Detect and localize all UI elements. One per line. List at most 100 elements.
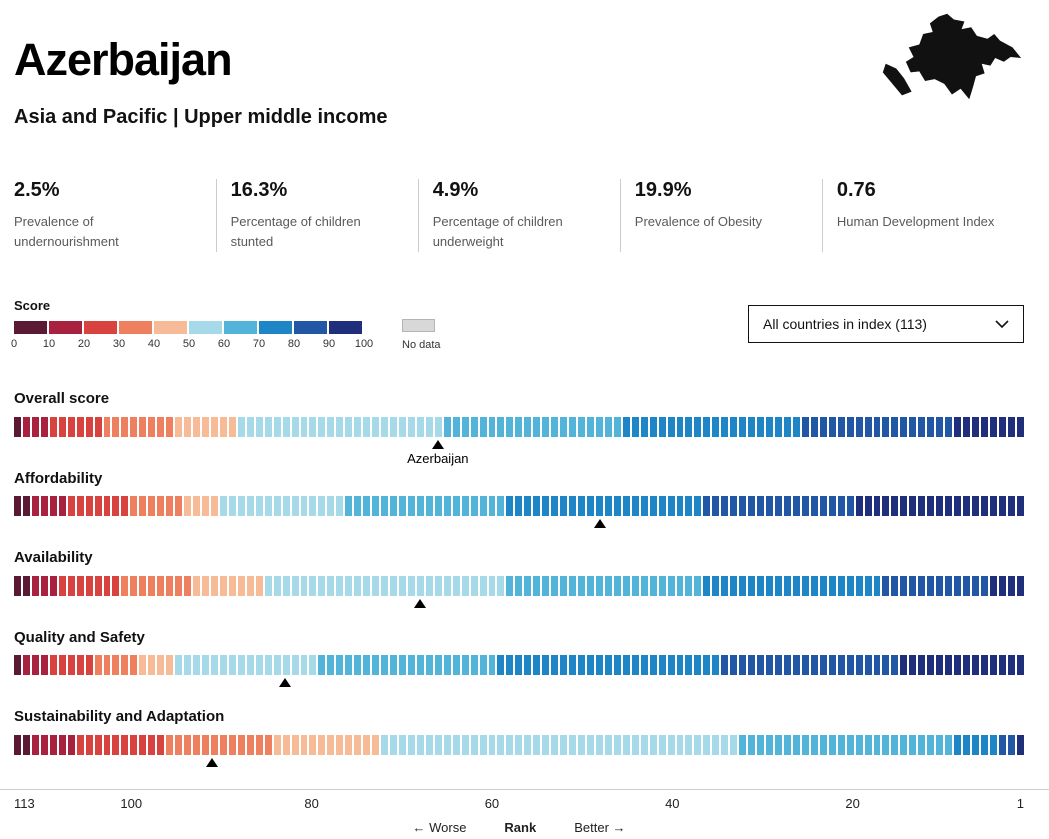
- country-bar[interactable]: [891, 575, 899, 596]
- country-bar[interactable]: [533, 655, 541, 676]
- country-bar[interactable]: [783, 416, 791, 437]
- country-bar[interactable]: [801, 416, 809, 437]
- country-bar[interactable]: [443, 575, 451, 596]
- country-bar[interactable]: [587, 655, 594, 676]
- country-bar[interactable]: [40, 734, 48, 755]
- country-bar[interactable]: [569, 655, 577, 676]
- country-bar[interactable]: [801, 734, 809, 755]
- country-bar[interactable]: [479, 496, 487, 517]
- country-bar[interactable]: [184, 655, 192, 676]
- country-bar[interactable]: [148, 734, 156, 755]
- country-bar[interactable]: [416, 496, 424, 517]
- country-bar[interactable]: [622, 496, 630, 517]
- country-bar[interactable]: [157, 575, 165, 596]
- country-bar[interactable]: [121, 496, 129, 517]
- country-bar[interactable]: [963, 416, 970, 437]
- country-bar[interactable]: [649, 655, 657, 676]
- country-bar[interactable]: [139, 496, 147, 517]
- country-bar[interactable]: [757, 734, 765, 755]
- country-bar[interactable]: [891, 416, 899, 437]
- country-bar[interactable]: [533, 416, 541, 437]
- country-bar[interactable]: [497, 496, 505, 517]
- country-bar[interactable]: [542, 734, 550, 755]
- country-bar[interactable]: [22, 655, 30, 676]
- country-bar[interactable]: [837, 655, 845, 676]
- country-bar[interactable]: [1016, 496, 1024, 517]
- country-bar[interactable]: [980, 575, 988, 596]
- country-bar[interactable]: [721, 496, 729, 517]
- country-bar[interactable]: [434, 416, 442, 437]
- country-bar[interactable]: [595, 496, 603, 517]
- country-bar[interactable]: [936, 496, 944, 517]
- country-bar[interactable]: [121, 655, 129, 676]
- country-bar[interactable]: [184, 496, 192, 517]
- country-bar[interactable]: [783, 655, 791, 676]
- country-bar[interactable]: [685, 496, 693, 517]
- country-bar[interactable]: [766, 734, 774, 755]
- country-bar[interactable]: [40, 575, 48, 596]
- country-bar[interactable]: [58, 734, 66, 755]
- country-bar[interactable]: [766, 416, 774, 437]
- country-bar[interactable]: [237, 734, 245, 755]
- country-bar[interactable]: [560, 655, 568, 676]
- country-bar[interactable]: [94, 496, 102, 517]
- country-bar[interactable]: [703, 655, 711, 676]
- country-bar[interactable]: [775, 496, 782, 517]
- country-bar[interactable]: [730, 496, 738, 517]
- country-bar[interactable]: [14, 416, 21, 437]
- country-bar[interactable]: [291, 734, 299, 755]
- country-bar[interactable]: [730, 734, 738, 755]
- country-bar[interactable]: [945, 575, 953, 596]
- country-bar[interactable]: [363, 655, 371, 676]
- country-bar[interactable]: [443, 655, 451, 676]
- country-bar[interactable]: [757, 496, 765, 517]
- country-bar[interactable]: [255, 416, 263, 437]
- country-bar[interactable]: [94, 655, 102, 676]
- country-bar[interactable]: [58, 416, 66, 437]
- country-bar[interactable]: [327, 416, 335, 437]
- country-bar[interactable]: [85, 655, 93, 676]
- country-bar[interactable]: [318, 655, 326, 676]
- country-bar[interactable]: [166, 496, 174, 517]
- country-bar[interactable]: [452, 416, 460, 437]
- country-bar[interactable]: [14, 655, 21, 676]
- country-bar[interactable]: [309, 416, 317, 437]
- country-bar[interactable]: [542, 575, 550, 596]
- country-bar[interactable]: [40, 496, 48, 517]
- country-bar[interactable]: [470, 575, 478, 596]
- country-bar[interactable]: [103, 416, 111, 437]
- country-bar[interactable]: [694, 734, 702, 755]
- country-bar[interactable]: [560, 734, 568, 755]
- country-bar[interactable]: [67, 416, 75, 437]
- country-bar[interactable]: [139, 655, 147, 676]
- country-bar[interactable]: [175, 575, 183, 596]
- country-bar[interactable]: [219, 655, 227, 676]
- country-bar[interactable]: [336, 575, 344, 596]
- country-bar[interactable]: [694, 496, 702, 517]
- country-bar[interactable]: [264, 655, 272, 676]
- country-bar[interactable]: [85, 575, 93, 596]
- country-bar[interactable]: [801, 655, 809, 676]
- country-bar[interactable]: [909, 655, 917, 676]
- country-bar[interactable]: [882, 575, 890, 596]
- country-bar[interactable]: [407, 655, 415, 676]
- country-bar[interactable]: [837, 575, 845, 596]
- country-bar[interactable]: [989, 575, 997, 596]
- country-bar[interactable]: [604, 734, 612, 755]
- country-bar[interactable]: [685, 734, 693, 755]
- country-bar[interactable]: [864, 496, 872, 517]
- country-bar[interactable]: [569, 496, 577, 517]
- country-bar[interactable]: [166, 416, 174, 437]
- country-bar[interactable]: [506, 416, 514, 437]
- country-bar[interactable]: [470, 416, 478, 437]
- country-bar[interactable]: [721, 734, 729, 755]
- country-bar[interactable]: [900, 496, 908, 517]
- country-bar[interactable]: [855, 575, 863, 596]
- country-bar[interactable]: [14, 734, 21, 755]
- country-bar[interactable]: [667, 655, 675, 676]
- country-bar[interactable]: [640, 655, 648, 676]
- country-bar[interactable]: [22, 734, 30, 755]
- country-bar[interactable]: [309, 655, 317, 676]
- country-bar[interactable]: [909, 734, 917, 755]
- country-bar[interactable]: [434, 496, 442, 517]
